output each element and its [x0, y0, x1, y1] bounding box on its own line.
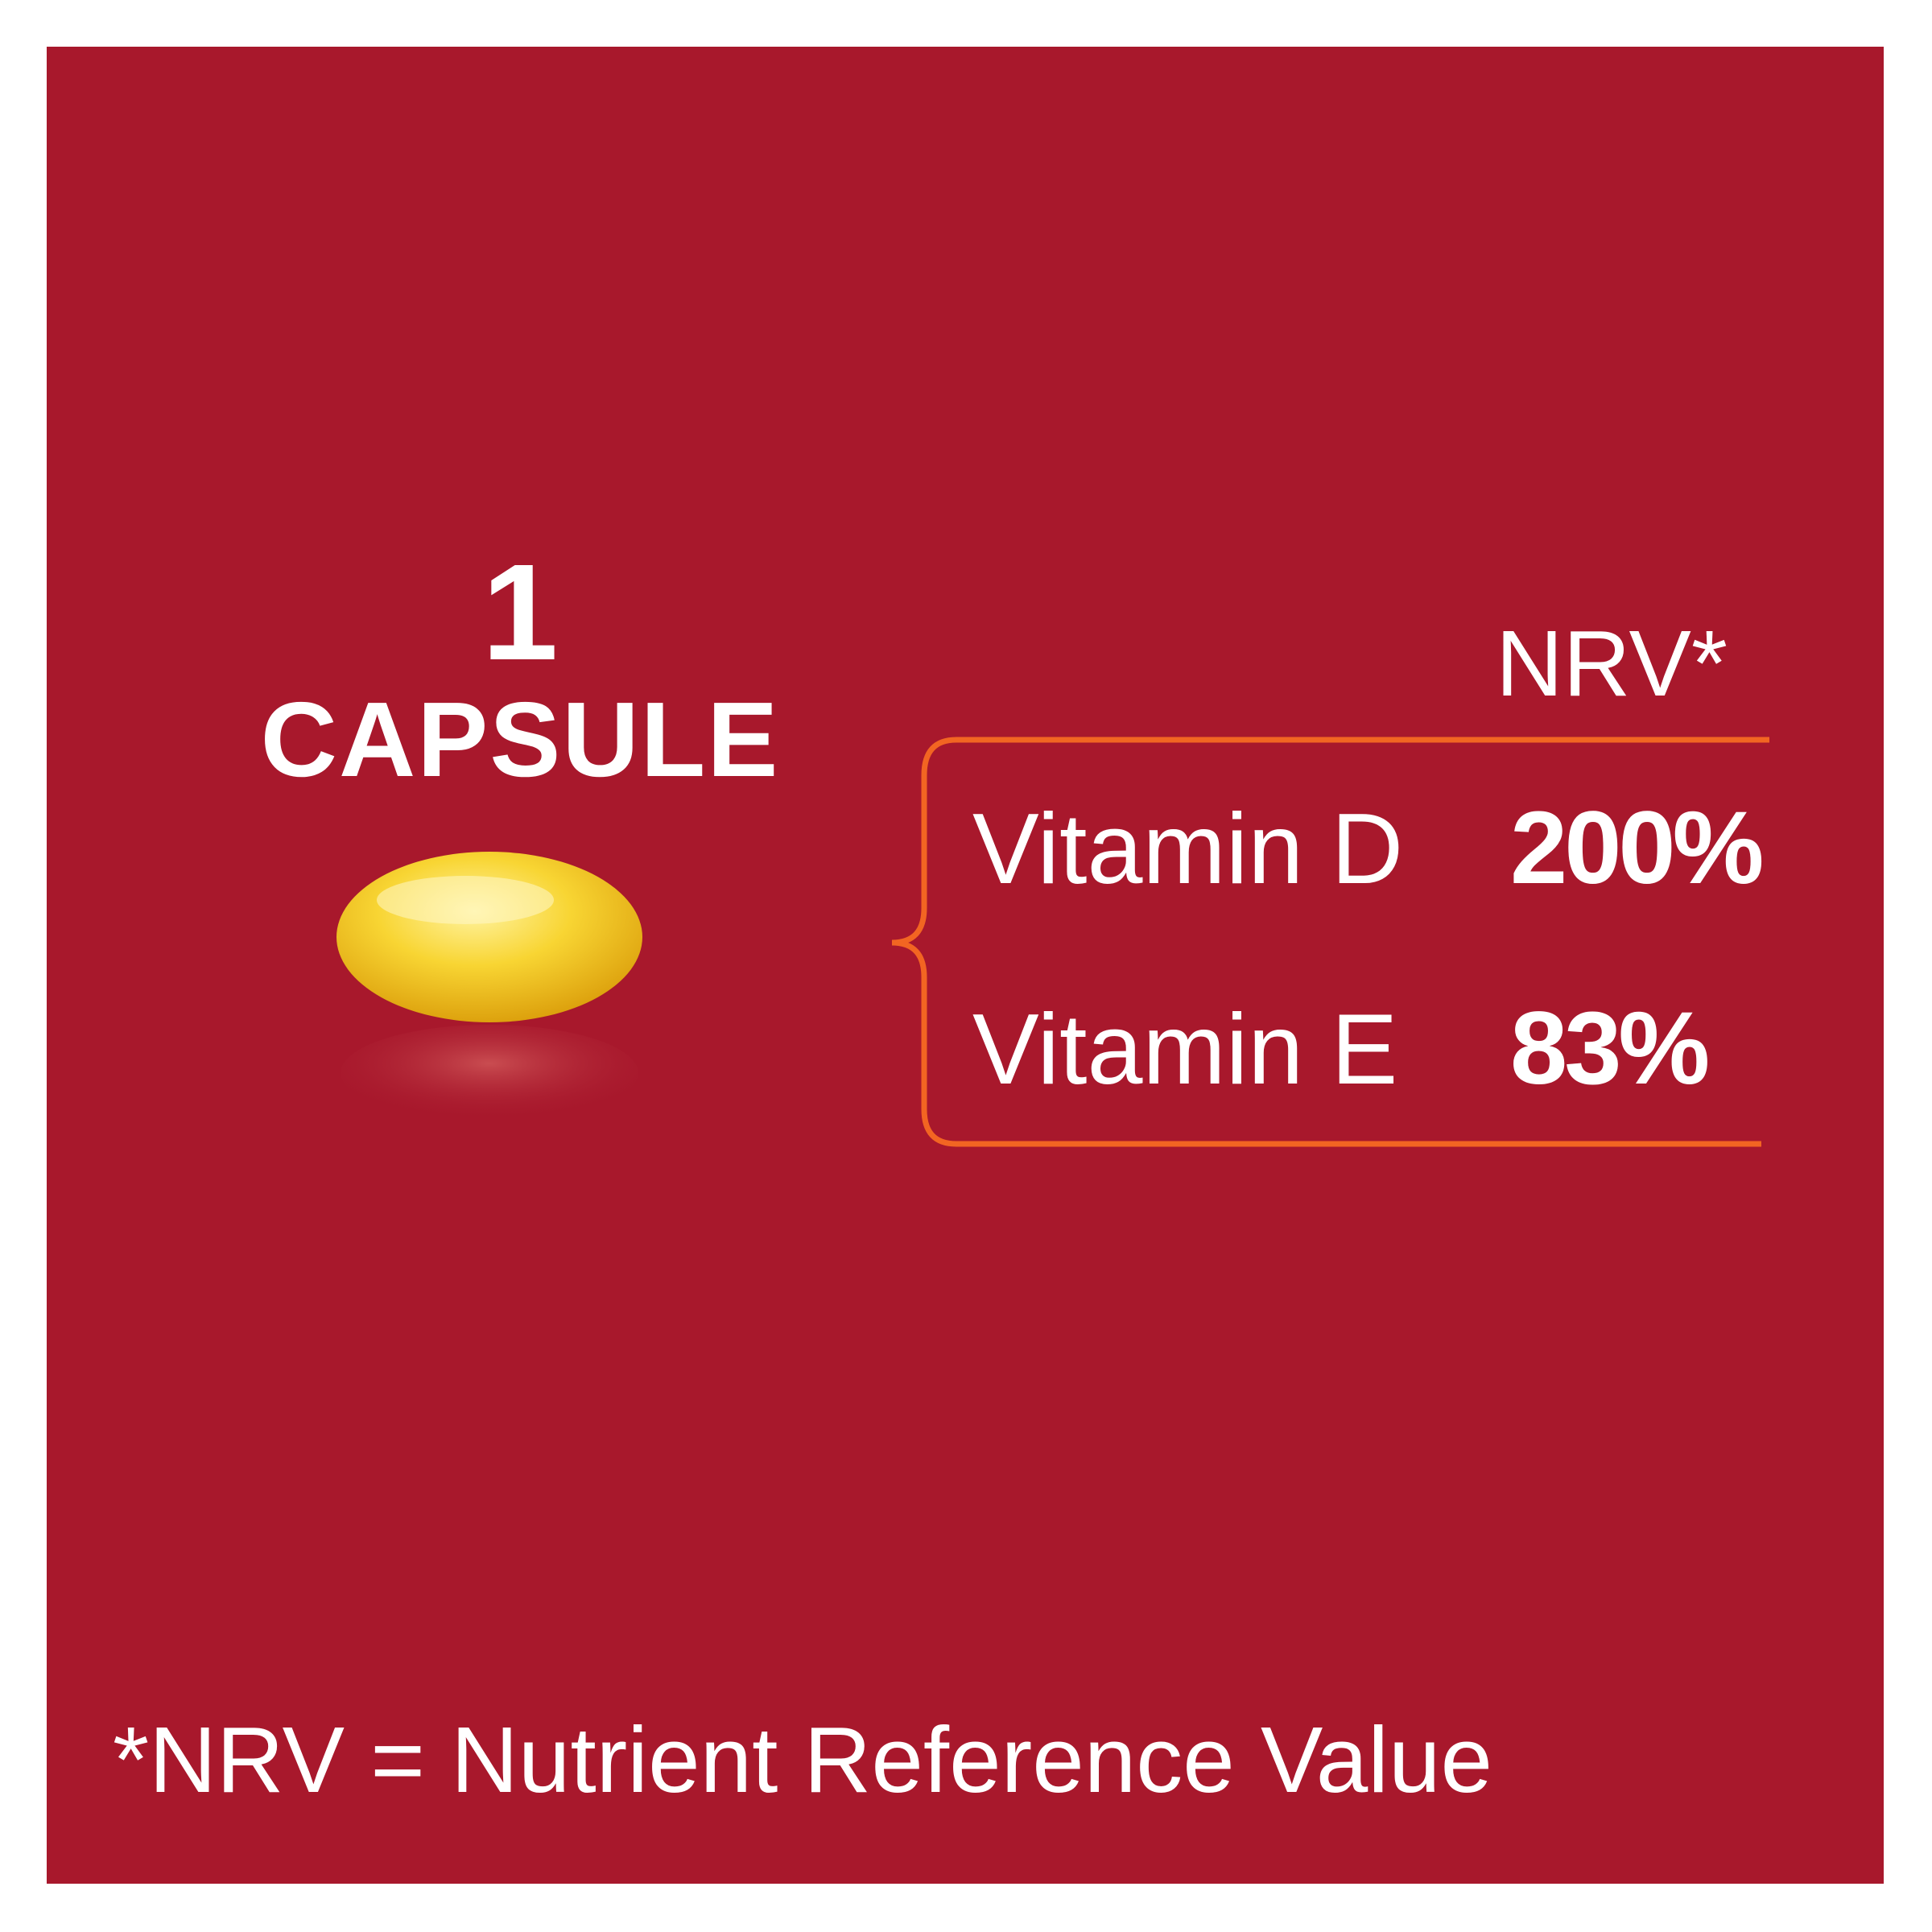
serving-quantity: 1 [481, 536, 559, 689]
bracket [740, 737, 1769, 1147]
capsule-reflection [341, 1025, 638, 1121]
capsule-highlight [377, 876, 554, 924]
nutrient-name: Vitamin D [972, 794, 1404, 905]
brace-line [891, 737, 1769, 1147]
nrv-header: NRV* [1496, 611, 1728, 716]
nutrient-nrv: 83% [1510, 991, 1710, 1106]
serving-unit: CAPSULE [260, 680, 780, 799]
softgel-capsule-icon [336, 852, 642, 1121]
nutrient-nrv: 200% [1510, 791, 1764, 906]
graphics-layer [336, 737, 1769, 1147]
product-panel: 1 CAPSULE NRV* Vitamin D 200% Vitamin E … [47, 47, 1884, 1884]
footnote: *NRV = Nutrient Reference Value [113, 1707, 1493, 1812]
nutrient-name: Vitamin E [972, 994, 1398, 1105]
